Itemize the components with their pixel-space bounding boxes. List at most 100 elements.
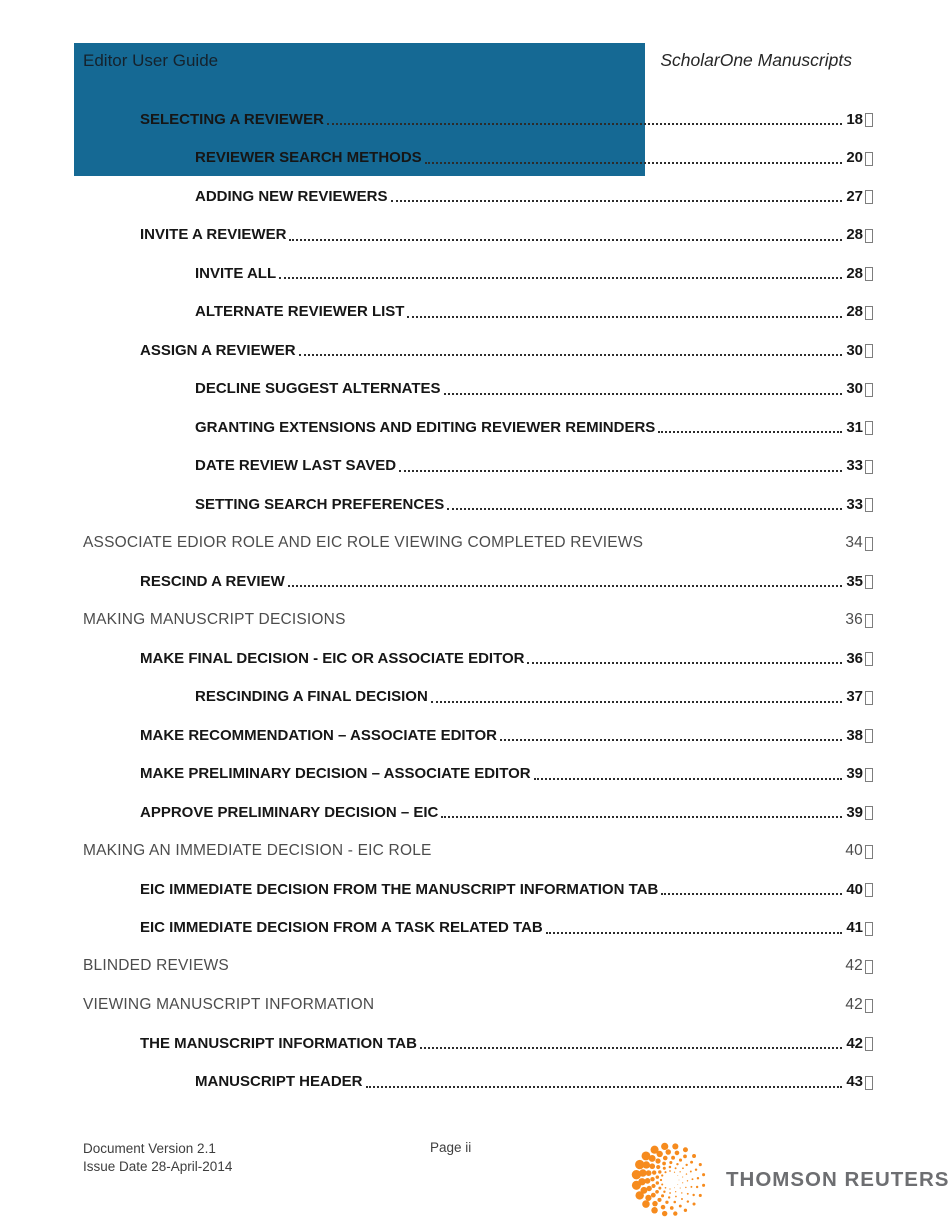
toc-entry-label: EIC IMMEDIATE DECISION FROM A TASK RELAT…: [140, 919, 543, 937]
dot-leader: [326, 123, 843, 126]
pilcrow-box-icon: [865, 459, 873, 474]
toc-entry: ASSOCIATE EDIOR ROLE AND EIC ROLE VIEWIN…: [83, 524, 873, 563]
toc-entry-label: MANUSCRIPT HEADER: [195, 1073, 363, 1091]
pilcrow-box-icon: [865, 998, 873, 1013]
toc-entry-label: ASSOCIATE EDIOR ROLE AND EIC ROLE VIEWIN…: [83, 533, 644, 551]
kinesis-sunburst-icon: [628, 1138, 712, 1222]
header-product-name: ScholarOne Manuscripts: [660, 50, 852, 70]
toc-page-number: 39: [846, 765, 863, 783]
dot-leader: [527, 662, 843, 665]
toc-page-number: 30: [846, 380, 863, 398]
toc-entry: EIC IMMEDIATE DECISION FROM THE MANUSCRI…: [83, 870, 873, 909]
pilcrow-box-icon: [865, 690, 873, 705]
pilcrow-box-icon: [865, 151, 873, 166]
dot-leader: [279, 277, 843, 280]
pilcrow-box-icon: [865, 575, 873, 590]
toc-entry: EIC IMMEDIATE DECISION FROM A TASK RELAT…: [83, 909, 873, 948]
dot-leader: [658, 431, 843, 434]
toc-page-number: 18: [846, 110, 863, 128]
pilcrow-box-icon: [865, 498, 873, 513]
toc-page-number: 27: [846, 187, 863, 205]
pilcrow-box-icon: [865, 305, 873, 320]
toc-entry: MAKING MANUSCRIPT DECISIONS 36: [83, 601, 873, 640]
toc-entry: VIEWING MANUSCRIPT INFORMATION 42: [83, 986, 873, 1025]
dot-leader: [545, 931, 843, 934]
dot-leader: [499, 739, 843, 742]
toc-entry-label: ASSIGN A REVIEWER: [140, 341, 296, 359]
toc-page-number: 28: [846, 303, 863, 321]
toc-entry-label: INVITE A REVIEWER: [140, 226, 287, 244]
toc-entry: SELECTING A REVIEWER 18: [83, 100, 873, 139]
dot-leader: [430, 700, 843, 703]
toc-page-number: 28: [846, 226, 863, 244]
toc-entry-label: DATE REVIEW LAST SAVED: [195, 457, 397, 475]
toc-page-number: 43: [846, 1073, 863, 1091]
toc-entry: ALTERNATE REVIEWER LIST 28: [83, 293, 873, 332]
dot-leader: [661, 893, 843, 896]
pilcrow-box-icon: [865, 729, 873, 744]
toc-page-number: 33: [846, 457, 863, 475]
toc-page-number: 33: [846, 495, 863, 513]
toc-entry-label: MAKING AN IMMEDIATE DECISION - EIC ROLE: [83, 841, 432, 859]
dot-leader: [365, 1085, 843, 1088]
pilcrow-box-icon: [865, 421, 873, 436]
dot-leader: [441, 816, 843, 819]
dot-leader: [287, 585, 843, 588]
toc-entry-label: BLINDED REVIEWS: [83, 957, 229, 975]
toc-entry: INVITE ALL 28: [83, 254, 873, 293]
pilcrow-box-icon: [865, 344, 873, 359]
toc-page-number: 41: [846, 919, 863, 937]
dot-leader: [419, 1047, 843, 1050]
toc-entry-label: SETTING SEARCH PREFERENCES: [195, 495, 445, 513]
dot-leader: [298, 354, 843, 357]
toc-entry: ASSIGN A REVIEWER 30: [83, 331, 873, 370]
toc-entry: RESCINDING A FINAL DECISION 37: [83, 678, 873, 717]
toc-entry-label: MAKE PRELIMINARY DECISION – ASSOCIATE ED…: [140, 765, 531, 783]
toc-page-number: 40: [845, 841, 863, 859]
footer-document-version: Document Version 2.1: [83, 1141, 216, 1156]
toc-entry: DATE REVIEW LAST SAVED 33: [83, 447, 873, 486]
toc-entry-label: ADDING NEW REVIEWERS: [195, 187, 388, 205]
toc-entry: MAKING AN IMMEDIATE DECISION - EIC ROLE 4…: [83, 832, 873, 871]
toc-entry-label: MAKE FINAL DECISION - EIC OR ASSOCIATE E…: [140, 649, 525, 667]
dot-leader: [390, 200, 843, 203]
dot-leader: [533, 777, 843, 780]
toc-entry-label: MAKE RECOMMENDATION – ASSOCIATE EDITOR: [140, 726, 497, 744]
toc-entry: BLINDED REVIEWS 42: [83, 947, 873, 986]
toc-entry: MAKE FINAL DECISION - EIC OR ASSOCIATE E…: [83, 639, 873, 678]
toc-entry-label: REVIEWER SEARCH METHODS: [195, 149, 422, 167]
toc-entry: ADDING NEW REVIEWERS 27: [83, 177, 873, 216]
toc-page-number: 40: [846, 880, 863, 898]
selection-highlight-rectangle: [74, 43, 645, 176]
pilcrow-box-icon: [865, 960, 873, 975]
table-of-contents: SELECTING A REVIEWER 18 REVIEWER SEARCH ME…: [83, 100, 873, 1101]
toc-entry: SETTING SEARCH PREFERENCES 33: [83, 485, 873, 524]
toc-entry-label: THE MANUSCRIPT INFORMATION TAB: [140, 1034, 417, 1052]
dot-leader: [399, 469, 843, 472]
toc-entry-label: APPROVE PRELIMINARY DECISION – EIC: [140, 803, 439, 821]
toc-entry-label: DECLINE SUGGEST ALTERNATES: [195, 380, 441, 398]
toc-entry-label: RESCIND A REVIEW: [140, 572, 285, 590]
toc-entry: REVIEWER SEARCH METHODS 20: [83, 139, 873, 178]
brand-wordmark: THOMSON REUTERS: [726, 1168, 950, 1191]
pilcrow-box-icon: [865, 652, 873, 667]
toc-entry-label: EIC IMMEDIATE DECISION FROM THE MANUSCRI…: [140, 880, 659, 898]
toc-page-number: 39: [846, 803, 863, 821]
dot-leader: [407, 315, 843, 318]
toc-page-number: 30: [846, 341, 863, 359]
pilcrow-box-icon: [865, 921, 873, 936]
toc-entry: THE MANUSCRIPT INFORMATION TAB 42: [83, 1024, 873, 1063]
pilcrow-box-icon: [865, 1037, 873, 1052]
toc-entry-label: MAKING MANUSCRIPT DECISIONS: [83, 610, 346, 628]
footer-issue-date: Issue Date 28-April-2014: [83, 1159, 233, 1174]
footer-document-info: Document Version 2.1 Issue Date 28-April…: [83, 1140, 232, 1176]
header-document-title: Editor User Guide: [83, 51, 219, 70]
toc-entry: DECLINE SUGGEST ALTERNATES 30: [83, 370, 873, 409]
pilcrow-box-icon: [865, 228, 873, 243]
toc-entry: GRANTING EXTENSIONS AND EDITING REVIEWER…: [83, 408, 873, 447]
toc-page-number: 38: [846, 726, 863, 744]
toc-page-number: 42: [846, 1034, 863, 1052]
toc-page-number: 36: [845, 610, 863, 628]
toc-entry-label: INVITE ALL: [195, 264, 277, 282]
